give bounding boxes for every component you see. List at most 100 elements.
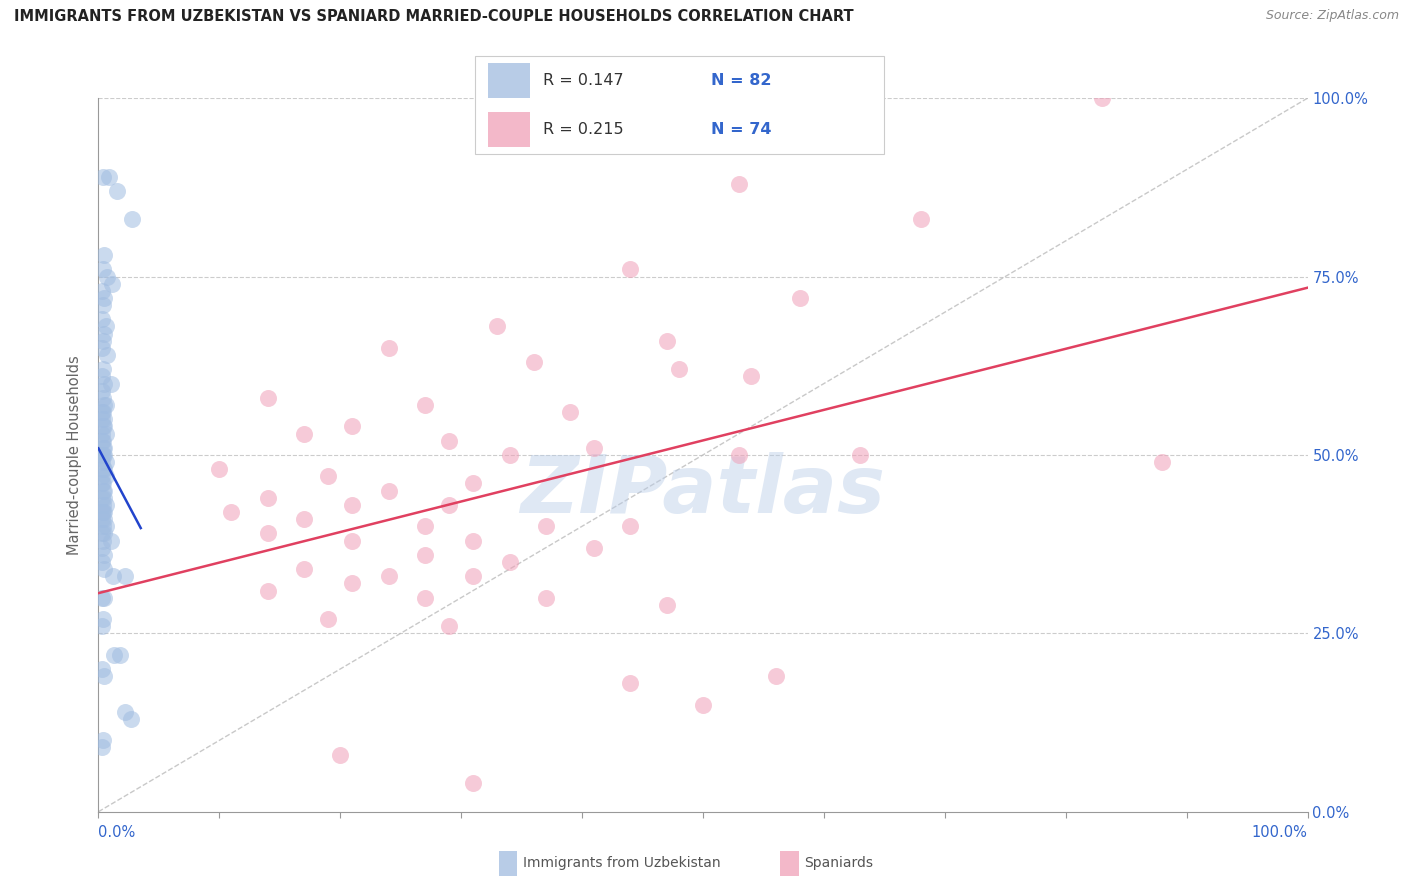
Point [342,576,364,591]
Point [316,612,339,626]
Point [91,519,114,533]
FancyBboxPatch shape [488,112,530,147]
Point [91,441,114,455]
Text: 0.0%: 0.0% [98,825,135,840]
Point [94,469,117,483]
Point [93,462,115,476]
Point [655,334,678,348]
Point [100,277,122,291]
Point [96,269,118,284]
Point [94,455,117,469]
Point [498,555,520,569]
Point [93,505,115,519]
Point [91,334,114,348]
Point [463,533,485,548]
Point [534,519,557,533]
FancyBboxPatch shape [499,851,517,876]
Point [91,526,114,541]
Point [91,448,114,462]
Point [91,555,114,569]
Point [463,476,485,491]
Point [91,476,114,491]
Point [221,505,243,519]
Point [91,505,114,519]
Point [1152,455,1174,469]
Point [437,498,460,512]
Point [583,441,606,455]
Point [765,669,787,683]
Point [256,583,278,598]
Point [91,662,114,676]
Point [91,426,114,441]
Point [91,434,114,448]
Point [121,212,143,227]
Point [91,341,114,355]
Point [91,740,114,755]
Point [91,419,114,434]
Text: Immigrants from Uzbekistan: Immigrants from Uzbekistan [523,856,721,871]
Point [101,569,124,583]
Point [91,391,114,405]
Point [619,519,641,533]
Point [292,512,315,526]
Point [413,548,436,562]
Point [463,569,485,583]
Point [523,355,546,369]
Text: Spaniards: Spaniards [804,856,873,871]
Point [292,426,315,441]
Point [91,591,114,605]
Text: ZIPatlas: ZIPatlas [520,451,886,530]
Point [93,491,115,505]
Point [534,591,557,605]
Point [91,298,114,312]
Point [789,291,811,305]
Point [342,419,364,434]
FancyBboxPatch shape [475,55,884,154]
FancyBboxPatch shape [780,851,799,876]
Point [93,562,115,576]
Point [583,541,606,555]
Point [91,412,114,426]
Point [91,733,114,747]
Point [98,169,121,184]
Point [655,598,678,612]
Text: R = 0.215: R = 0.215 [543,122,623,137]
Point [91,434,114,448]
Point [93,326,115,341]
Point [93,376,115,391]
Point [437,619,460,633]
FancyBboxPatch shape [488,62,530,97]
Point [728,177,751,191]
Point [463,776,485,790]
Point [93,441,115,455]
Point [93,548,115,562]
Point [91,262,114,277]
Point [91,455,114,469]
Point [377,569,399,583]
Point [114,705,136,719]
Point [91,384,114,398]
Point [342,498,364,512]
Point [377,341,399,355]
Point [256,526,278,541]
Point [120,712,142,726]
Point [740,369,762,384]
Point [256,391,278,405]
Point [105,184,128,198]
Point [91,512,114,526]
Y-axis label: Married-couple Households: Married-couple Households [67,355,83,555]
Point [91,483,114,498]
Point [316,469,339,483]
Point [692,698,714,712]
Point [93,512,115,526]
Point [94,519,117,533]
Point [96,348,118,362]
Point [486,319,509,334]
Point [1091,91,1114,105]
Point [91,491,114,505]
Point [256,491,278,505]
Point [91,312,114,326]
Point [100,376,122,391]
Point [93,291,115,305]
Point [91,476,114,491]
